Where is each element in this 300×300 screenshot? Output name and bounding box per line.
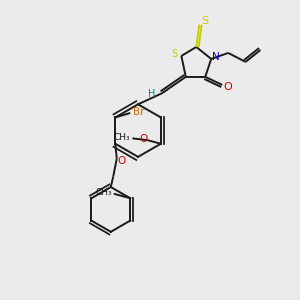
Text: CH₃: CH₃ <box>95 188 112 197</box>
Text: O: O <box>223 82 232 92</box>
Text: O: O <box>140 134 148 144</box>
Text: O: O <box>117 156 126 166</box>
Text: S: S <box>172 49 178 58</box>
Text: S: S <box>201 16 208 26</box>
Text: Br: Br <box>133 107 144 117</box>
Text: H: H <box>148 89 155 99</box>
Text: N: N <box>212 52 220 61</box>
Text: CH₃: CH₃ <box>114 133 130 142</box>
